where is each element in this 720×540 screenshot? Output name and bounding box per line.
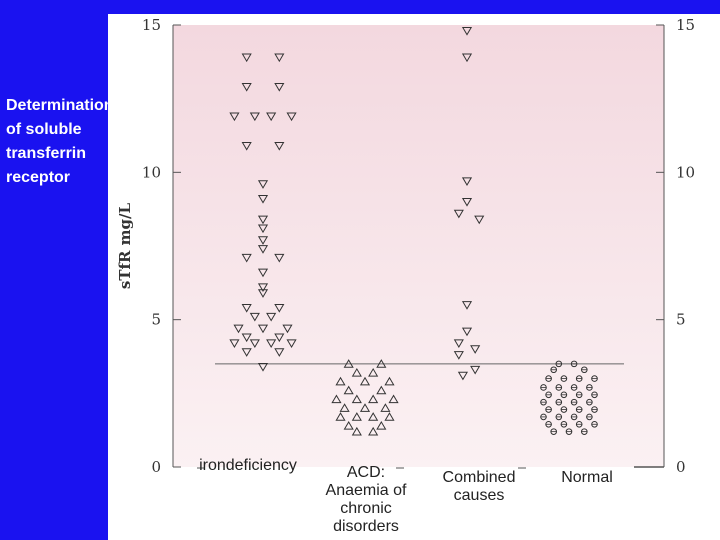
data-point-triangle-down [453,351,464,360]
y-tick-label-right: 10 [676,163,695,181]
data-point-triangle-up [384,412,395,421]
data-point-triangle-down [257,180,269,189]
data-point-triangle-down [241,348,252,357]
data-point-triangle-up [359,403,371,412]
chart-figure: 0 0 5 5 10 10 15 15 sTfR mg/L [108,14,720,540]
data-point-triangle-down [457,371,468,381]
data-point-triangle-down [470,365,481,375]
data-point-triangle-down [286,112,297,122]
y-tick-label-right: 0 [676,458,686,476]
data-point-triangle-up [376,359,387,368]
data-point-triangle-down [233,324,244,334]
data-point-triangle-up [351,367,362,377]
data-point-triangle-up [368,412,379,421]
y-tick-label-left: 5 [151,311,161,329]
data-point-triangle-up [343,385,354,395]
data-point-triangle-down [274,333,285,343]
data-point-triangle-down [257,283,269,293]
category-label-combined: Combined causes [442,469,516,504]
data-point-triangle-down [470,345,481,354]
data-point-triangle-down [249,312,260,322]
data-point-triangle-down [249,339,260,349]
data-point-triangle-down [257,236,269,245]
y-axis-label: sTfR mg/L [116,202,134,289]
data-point-triangle-down [274,141,285,151]
data-point-triangle-down [282,324,293,334]
data-point-triangle-down [257,215,269,225]
data-point-triangle-down [453,209,464,219]
data-point-triangle-up [376,420,387,430]
data-point-triangle-down [461,53,473,63]
data-point-triangle-up [359,376,371,386]
data-point-triangle-down [274,304,285,313]
category-label-normal: Normal [561,469,613,486]
data-point-triangle-down [249,112,260,122]
data-point-triangle-down [461,27,473,36]
data-point-triangle-up [380,403,391,412]
data-point-triangle-up [343,420,354,430]
data-point-triangle-up [388,394,399,404]
data-point-triangle-down [241,333,252,343]
data-point-triangle-up [351,412,362,421]
data-point-triangle-down [461,301,473,310]
data-point-triangle-down [274,348,285,357]
data-point-triangle-down [257,194,269,204]
data-point-triangle-down [474,215,485,225]
data-point-triangle-up [339,403,350,412]
data-point-triangle-up [343,359,354,368]
data-point-triangle-up [384,376,395,386]
data-point-triangle-down [241,53,252,63]
data-point-triangle-down [461,327,473,337]
data-point-triangle-up [368,426,379,436]
data-point-triangle-down [461,177,473,186]
data-point-triangle-down [274,53,285,63]
data-point-triangle-down [257,362,269,372]
data-point-triangle-down [229,112,240,122]
data-point-triangle-down [257,289,269,298]
data-point-triangle-down [274,83,285,92]
data-point-triangle-down [229,339,240,349]
scatter-plot: 0 0 5 5 10 10 15 15 sTfR mg/L [116,16,695,476]
data-point-triangle-down [266,112,277,122]
y-tick-label-left: 15 [142,16,161,34]
data-point-triangle-up [368,367,379,377]
data-point-triangle-down [461,197,473,207]
data-point-triangle-down [241,83,252,92]
y-tick-label-left: 0 [151,458,161,476]
y-tick-label-right: 15 [676,16,695,34]
data-point-triangle-up [376,385,387,395]
data-point-triangle-down [286,339,297,349]
category-label-acd: ACD: Anaemia of chronic disorders [325,464,407,535]
data-point-triangle-up [368,394,379,404]
data-point-triangle-down [453,339,464,349]
category-label-irondeficiency: irondeficiency [199,457,297,474]
data-point-triangle-down [241,304,252,313]
data-point-triangle-down [257,245,269,254]
data-point-triangle-down [257,324,269,334]
data-point-triangle-down [274,253,285,263]
data-point-triangle-down [266,312,277,322]
data-point-triangle-down [241,253,252,263]
data-point-triangle-up [335,376,346,386]
data-point-triangle-up [331,394,342,404]
data-point-triangle-down [266,339,277,349]
data-point-triangle-down [241,141,252,151]
data-point-triangle-up [335,412,346,421]
y-tick-label-left: 10 [142,163,161,181]
data-point-triangle-down [257,224,269,234]
data-point-triangle-up [351,394,362,404]
y-tick-label-right: 5 [676,311,686,329]
data-point-triangle-up [351,426,362,436]
data-point-triangle-down [257,268,269,278]
slide-title: Determination of soluble transferrin rec… [6,97,114,186]
plot-area [173,25,664,467]
